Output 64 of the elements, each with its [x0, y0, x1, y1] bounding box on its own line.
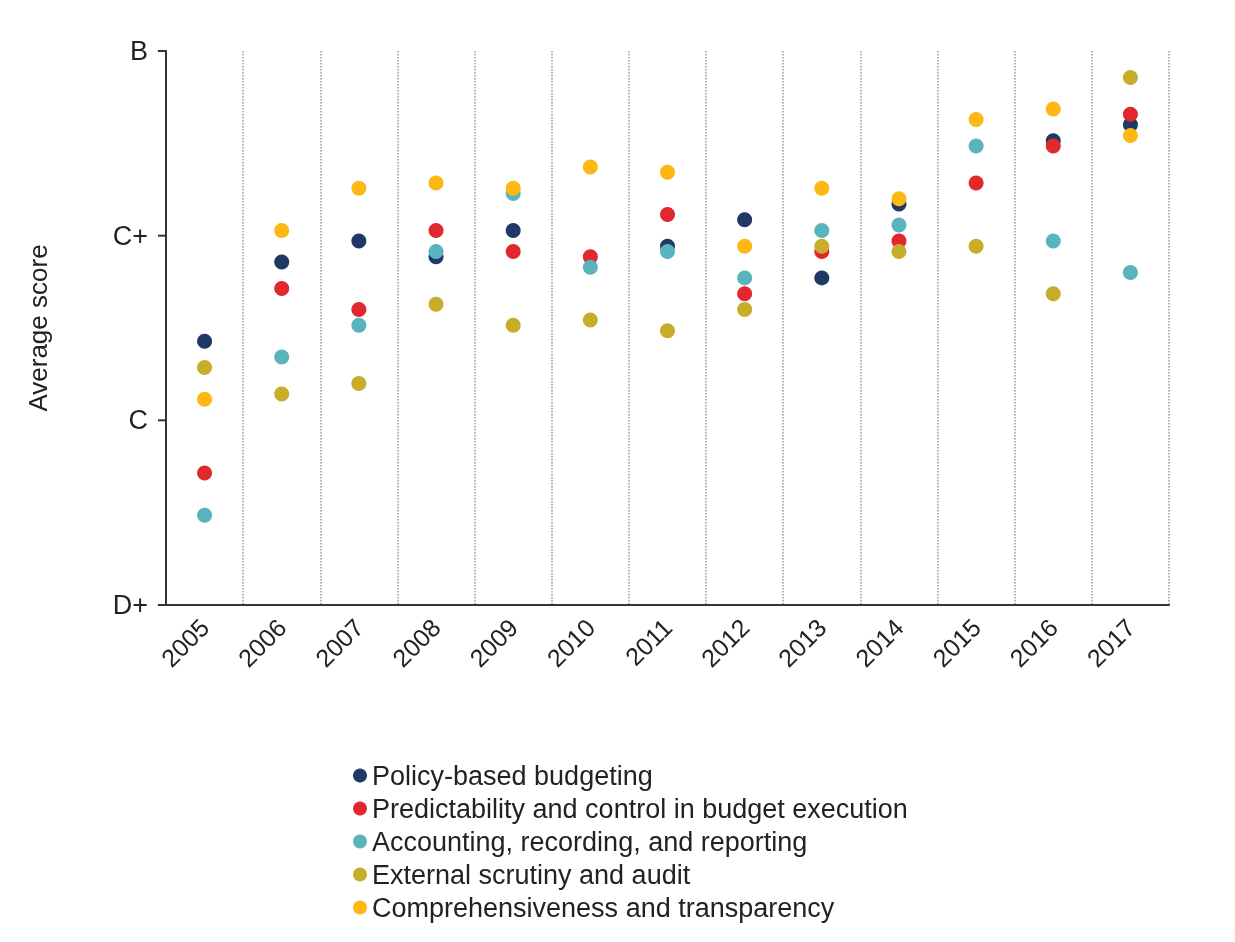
point — [197, 360, 213, 376]
point — [968, 138, 984, 154]
point — [505, 317, 521, 333]
point — [968, 112, 984, 128]
point — [814, 238, 830, 254]
point — [737, 286, 753, 302]
point — [968, 175, 984, 191]
point — [274, 222, 290, 238]
point — [582, 259, 598, 275]
point — [891, 244, 907, 259]
point — [737, 238, 753, 254]
point — [968, 238, 984, 254]
point — [351, 375, 367, 391]
point — [660, 164, 675, 180]
legend-label: Predictability and control in budget execution — [372, 793, 908, 824]
point — [274, 280, 290, 296]
point — [274, 254, 290, 270]
point — [660, 244, 675, 259]
point — [351, 180, 367, 196]
point — [1045, 286, 1061, 302]
point — [1122, 69, 1138, 85]
point — [814, 270, 830, 286]
legend-label: External scrutiny and audit — [372, 859, 691, 890]
point — [660, 323, 675, 339]
point — [1122, 127, 1138, 143]
text: B — [129, 36, 148, 66]
y-axis-title: Average score — [23, 244, 53, 412]
point — [197, 507, 213, 523]
text: C+ — [112, 220, 148, 251]
point — [428, 296, 444, 312]
point — [1122, 106, 1138, 122]
legend-label: Comprehensiveness and transparency — [372, 892, 835, 923]
point — [582, 159, 598, 175]
point — [197, 465, 213, 481]
point — [274, 349, 290, 365]
point — [428, 244, 444, 259]
point — [891, 217, 907, 233]
point — [737, 302, 753, 318]
point — [1045, 138, 1061, 154]
point — [660, 207, 675, 223]
point — [197, 333, 213, 349]
point — [274, 386, 290, 402]
point — [582, 312, 598, 328]
point — [505, 244, 521, 259]
point — [428, 222, 444, 238]
point — [351, 302, 367, 318]
point — [351, 317, 367, 333]
point — [505, 222, 521, 238]
point — [1045, 101, 1061, 117]
point — [1122, 265, 1138, 281]
point — [197, 391, 213, 407]
point — [428, 175, 444, 191]
point — [814, 180, 830, 196]
point — [505, 180, 521, 196]
point — [351, 233, 367, 249]
text: C — [128, 405, 148, 436]
text: D+ — [112, 590, 148, 620]
point — [891, 191, 907, 207]
point — [737, 212, 753, 228]
point — [814, 222, 830, 238]
legend-label: Accounting, recording, and reporting — [372, 826, 808, 857]
point — [1045, 233, 1061, 249]
legend-label: Policy-based budgeting — [372, 760, 653, 791]
point — [737, 270, 753, 286]
